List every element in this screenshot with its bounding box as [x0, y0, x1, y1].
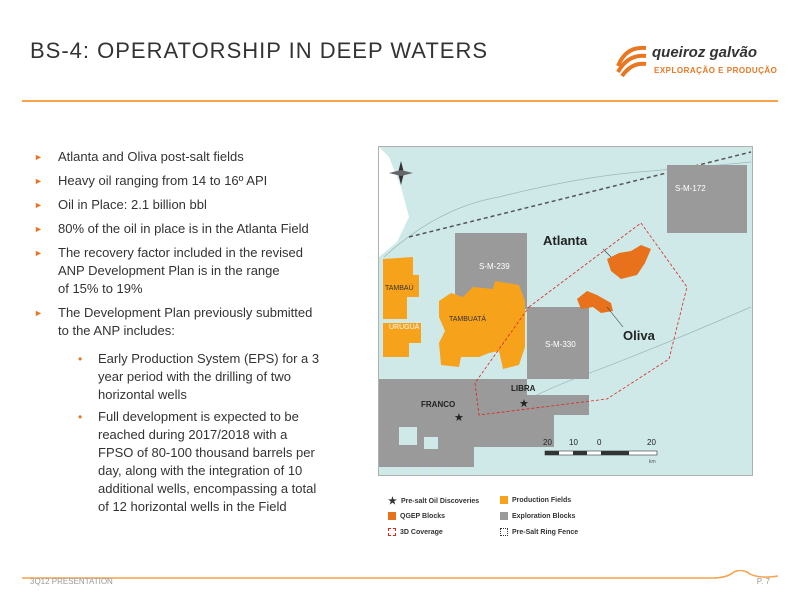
header-divider — [22, 100, 778, 102]
bullet-text: The recovery factor included in the revi… — [58, 245, 303, 296]
bullet-text: Oil in Place: 2.1 billion bbl — [58, 197, 207, 212]
star-libra-icon: ★ — [519, 398, 529, 410]
swatch-qgep — [388, 512, 396, 520]
bullet-item: ► The recovery factor included in the rev… — [30, 244, 365, 298]
legend-label: Pre-Salt Ring Fence — [512, 528, 579, 536]
legend-item: Pre-Salt Ring Fence — [500, 528, 578, 536]
bullet-arrow-icon: ► — [34, 200, 43, 210]
scale-unit: km — [649, 459, 656, 465]
sub-bullet-text: Early Production System (EPS) for a 3 ye… — [98, 351, 320, 402]
compass-icon — [389, 161, 413, 185]
legend-item: 3D Coverage — [388, 528, 443, 536]
bullet-item: ► The Development Plan previously submitt… — [30, 304, 365, 340]
label-tambau: TAMBAÚ — [385, 283, 414, 292]
ring-fence-line — [408, 151, 752, 238]
label-atlanta: Atlanta — [543, 233, 588, 248]
logo-subtitle: EXPLORAÇÃO E PRODUÇÃO — [654, 66, 778, 75]
field-urugua — [383, 323, 421, 357]
label-s-m-330: S-M-330 — [545, 340, 576, 349]
scale-label: 20 — [543, 438, 552, 447]
label-s-m-172: S-M-172 — [675, 184, 706, 193]
bullet-item: ► 80% of the oil in place is in the Atlan… — [30, 220, 365, 238]
field-atlanta — [607, 245, 651, 279]
block-map: S-M-172 S-M-239 S-M-330 TAMBAÚ TAMBUATÁ … — [378, 146, 753, 476]
swatch-coverage — [388, 528, 396, 536]
page-title: BS-4: OPERATORSHIP IN DEEP WATERS — [30, 38, 489, 63]
bullet-text: 80% of the oil in place is in the Atlant… — [58, 221, 309, 236]
swatch-ringfence — [500, 528, 508, 536]
label-franco: FRANCO — [421, 400, 455, 409]
bullet-item: ► Oil in Place: 2.1 billion bbl — [30, 196, 365, 214]
logo-name: queiroz galvão — [652, 44, 758, 61]
footer-wave — [22, 570, 778, 579]
scale-bar-segment — [573, 451, 587, 455]
legend-label: Exploration Blocks — [512, 512, 576, 520]
sub-bullet-item: • Early Production System (EPS) for a 3 y… — [30, 350, 365, 404]
label-oliva: Oliva — [623, 328, 656, 343]
3d-coverage-area — [474, 222, 688, 416]
scale-label: 20 — [647, 438, 656, 447]
scale-label: 0 — [597, 438, 602, 447]
star-icon: ★ — [388, 496, 397, 507]
bullet-item: ► Atlanta and Oliva post-salt fields — [30, 148, 365, 166]
swatch-exploration — [500, 512, 508, 520]
scale-bar-segment — [545, 451, 559, 455]
swatch-production — [500, 496, 508, 504]
bullet-dot-icon: • — [78, 352, 83, 366]
sub-bullet-text: Full development is expected to be reach… — [98, 409, 317, 514]
company-logo: queiroz galvão EXPLORAÇÃO E PRODUÇÃO — [612, 40, 782, 85]
scale-label: 10 — [569, 438, 578, 447]
bullet-arrow-icon: ► — [34, 176, 43, 186]
label-urugua: URUGUÁ — [389, 322, 420, 331]
legend-item: Production Fields — [500, 496, 571, 504]
legend-item: QGEP Blocks — [388, 512, 445, 520]
bullet-list: ► Atlanta and Oliva post-salt fields ► Hea… — [30, 148, 365, 520]
bullet-item: ► Heavy oil ranging from 14 to 16º API — [30, 172, 365, 190]
land-area — [379, 147, 409, 257]
legend-label: Pre-salt Oil Discoveries — [400, 498, 480, 505]
bullet-arrow-icon: ► — [34, 152, 43, 162]
bullet-text: The Development Plan previously submitte… — [58, 305, 313, 338]
pointer-oliva — [606, 306, 624, 328]
block-gap — [399, 427, 417, 445]
pointer-atlanta — [602, 248, 612, 258]
sub-bullet-item: • Full development is expected to be reac… — [30, 408, 365, 516]
label-libra: LIBRA — [511, 384, 536, 393]
block-gap — [424, 437, 438, 449]
block-s-m-330 — [527, 307, 589, 379]
star-franco-icon: ★ — [454, 412, 464, 424]
field-oliva — [577, 291, 613, 313]
legend-label: 3D Coverage — [400, 528, 443, 536]
legend-item: Exploration Blocks — [500, 512, 575, 520]
bullet-text: Atlanta and Oliva post-salt fields — [58, 149, 244, 164]
bullet-dot-icon: • — [78, 410, 83, 424]
field-tambuata — [439, 281, 525, 369]
label-s-m-239: S-M-239 — [479, 262, 510, 271]
block-s-m-172 — [667, 165, 747, 233]
map-legend: ★ Pre-salt Oil Discoveries Production Fie… — [388, 492, 648, 548]
legend-item: ★ Pre-salt Oil Discoveries — [388, 496, 479, 507]
logo-icon — [616, 45, 647, 78]
bullet-arrow-icon: ► — [34, 248, 43, 258]
bullet-arrow-icon: ► — [34, 308, 43, 318]
page-number: P. 7 — [756, 577, 770, 586]
field-tambau — [383, 257, 419, 319]
footer-presentation: 3Q12 PRESENTATION — [30, 577, 113, 586]
bullet-arrow-icon: ► — [34, 224, 43, 234]
legend-label: QGEP Blocks — [400, 512, 446, 520]
label-tambuata: TAMBUATÁ — [449, 314, 486, 323]
bullet-text: Heavy oil ranging from 14 to 16º API — [58, 173, 268, 188]
legend-label: Production Fields — [512, 496, 572, 504]
scale-bar-segment — [601, 451, 629, 455]
